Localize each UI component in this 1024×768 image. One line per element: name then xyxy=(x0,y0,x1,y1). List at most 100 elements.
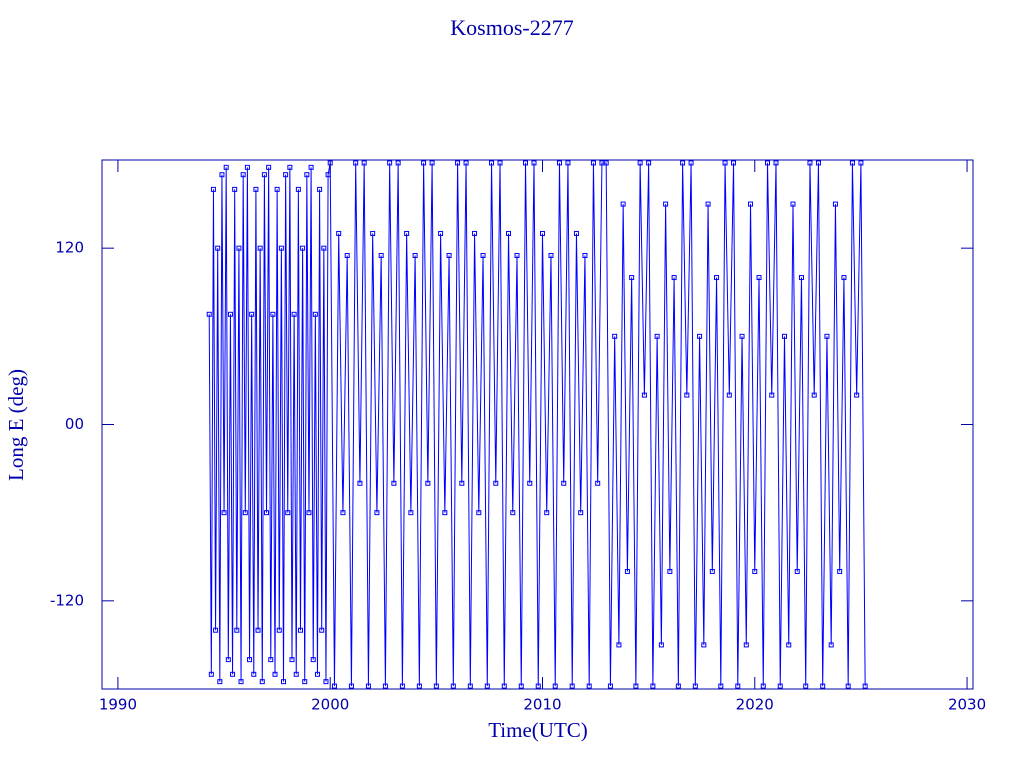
data-point xyxy=(565,160,571,166)
data-point xyxy=(794,568,800,574)
y-tick-label: 00 xyxy=(65,415,84,433)
data-point xyxy=(308,164,314,170)
x-tick-label: 2010 xyxy=(523,696,561,714)
data-point xyxy=(325,172,331,178)
data-point xyxy=(455,160,461,166)
data-point xyxy=(527,480,533,486)
data-point xyxy=(658,642,664,648)
data-point xyxy=(295,186,301,192)
data-point xyxy=(357,480,363,486)
data-point xyxy=(450,683,456,689)
data-point xyxy=(287,164,293,170)
data-point xyxy=(667,568,673,574)
data-point xyxy=(556,160,562,166)
data-point xyxy=(361,160,367,166)
y-tick-label: 120 xyxy=(55,239,84,257)
data-point xyxy=(208,671,214,677)
data-point xyxy=(815,160,821,166)
y-axis-label: Long E (deg) xyxy=(4,369,28,481)
data-point xyxy=(858,160,864,166)
data-point xyxy=(663,201,669,207)
data-point xyxy=(849,160,855,166)
data-point xyxy=(506,230,512,236)
data-point xyxy=(548,253,554,259)
data-point xyxy=(421,160,427,166)
data-point xyxy=(582,253,588,259)
data-point xyxy=(391,480,397,486)
data-point xyxy=(255,627,261,633)
data-point xyxy=(641,392,647,398)
data-point xyxy=(790,201,796,207)
data-point xyxy=(249,311,255,317)
data-point xyxy=(463,160,469,166)
data-point xyxy=(412,253,418,259)
data-point xyxy=(242,510,248,516)
data-point xyxy=(285,510,291,516)
data-point xyxy=(304,172,310,178)
data-point xyxy=(781,333,787,339)
data-point xyxy=(234,627,240,633)
data-point xyxy=(259,679,265,685)
data-point xyxy=(344,253,350,259)
data-point xyxy=(268,657,274,663)
data-point xyxy=(253,186,259,192)
data-point xyxy=(841,275,847,281)
data-point xyxy=(257,245,263,251)
data-point xyxy=(832,201,838,207)
data-point xyxy=(803,683,809,689)
data-point xyxy=(748,201,754,207)
data-point xyxy=(438,230,444,236)
data-point xyxy=(274,186,280,192)
x-tick-label: 2000 xyxy=(311,696,349,714)
data-point xyxy=(731,160,737,166)
data-point xyxy=(501,683,507,689)
data-point xyxy=(251,671,257,677)
data-point xyxy=(845,683,851,689)
data-point xyxy=(382,683,388,689)
x-tick-label: 2020 xyxy=(736,696,774,714)
data-point xyxy=(680,160,686,166)
data-point xyxy=(620,201,626,207)
y-tick-label: -120 xyxy=(50,591,84,609)
data-point xyxy=(616,642,622,648)
data-point xyxy=(374,510,380,516)
data-point xyxy=(854,392,860,398)
data-point xyxy=(223,164,229,170)
data-point xyxy=(365,683,371,689)
data-point xyxy=(650,683,656,689)
data-point xyxy=(446,253,452,259)
data-point xyxy=(472,230,478,236)
x-tick-label: 1990 xyxy=(99,696,137,714)
data-point xyxy=(544,510,550,516)
data-point xyxy=(769,392,775,398)
data-point xyxy=(217,679,223,685)
data-point xyxy=(489,160,495,166)
data-point xyxy=(429,160,435,166)
data-point xyxy=(336,230,342,236)
data-point xyxy=(293,671,299,677)
data-point xyxy=(586,683,592,689)
data-point xyxy=(230,671,236,677)
data-point xyxy=(240,172,246,178)
data-point xyxy=(278,245,284,251)
data-point xyxy=(675,683,681,689)
data-point xyxy=(425,480,431,486)
data-point xyxy=(261,172,267,178)
data-point xyxy=(629,275,635,281)
data-point xyxy=(283,172,289,178)
data-point xyxy=(510,510,516,516)
data-point xyxy=(264,510,270,516)
data-point xyxy=(705,201,711,207)
data-point xyxy=(531,160,537,166)
data-point xyxy=(387,160,393,166)
data-point xyxy=(518,683,524,689)
data-point xyxy=(752,568,758,574)
data-point xyxy=(321,245,327,251)
data-point xyxy=(227,311,233,317)
data-point xyxy=(692,683,698,689)
data-point xyxy=(323,679,329,685)
data-point xyxy=(281,679,287,685)
data-point xyxy=(236,245,242,251)
data-point xyxy=(514,253,520,259)
data-point xyxy=(714,275,720,281)
